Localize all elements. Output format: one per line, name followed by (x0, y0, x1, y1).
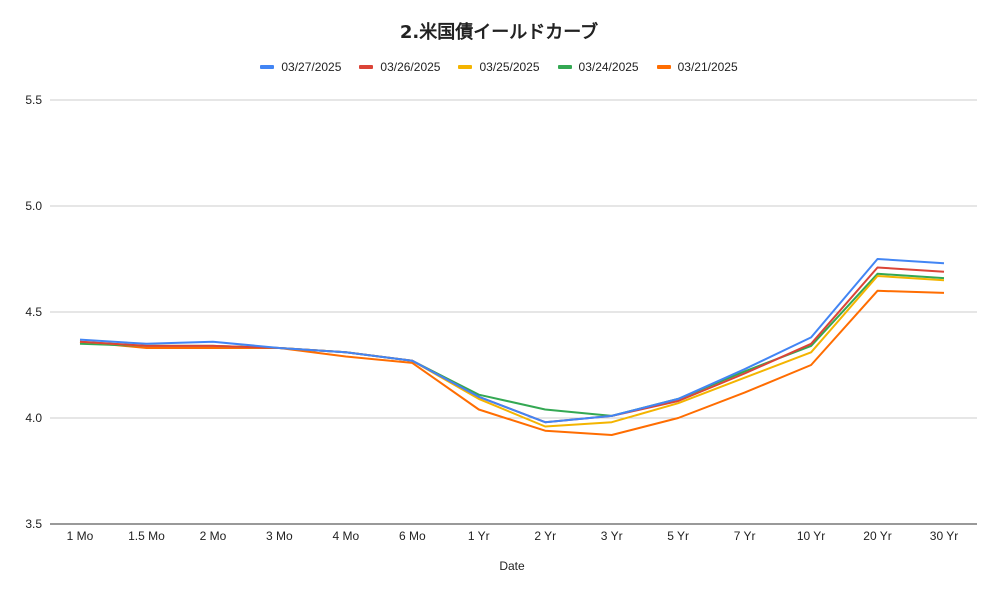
x-tick-label: 7 Yr (734, 529, 756, 543)
y-tick-label: 5.0 (25, 199, 42, 213)
legend-item[interactable]: 03/27/2025 (260, 60, 341, 74)
x-tick-label: 1 Mo (67, 529, 94, 543)
x-tick-label: 5 Yr (667, 529, 689, 543)
legend-label: 03/24/2025 (578, 60, 639, 74)
x-tick-label: 3 Mo (266, 529, 293, 543)
legend-item[interactable]: 03/25/2025 (458, 60, 540, 74)
legend-item[interactable]: 03/24/2025 (557, 60, 639, 74)
y-tick-label: 5.5 (25, 93, 42, 107)
series-line-3 (79, 272, 945, 417)
legend-label: 03/27/2025 (281, 60, 342, 74)
x-tick-label: 2 Yr (534, 529, 556, 543)
x-axis-title: Date (499, 559, 525, 573)
legend-label: 03/25/2025 (479, 60, 540, 74)
legend-swatch (557, 65, 572, 69)
x-tick-label: 2 Mo (200, 529, 227, 543)
x-tick-label: 6 Mo (399, 529, 426, 543)
legend-item[interactable]: 03/26/2025 (359, 60, 440, 74)
chart-legend: 03/27/2025 03/26/2025 03/25/2025 03/24/2025… (0, 60, 998, 74)
series-line-1 (79, 266, 945, 424)
legend-swatch (656, 65, 671, 69)
x-tick-label: 3 Yr (601, 529, 623, 543)
x-tick-label: 1.5 Mo (128, 529, 165, 543)
series-line-0 (79, 258, 945, 424)
series-line-2 (79, 275, 945, 428)
x-tick-label: 4 Mo (333, 529, 360, 543)
x-tick-label: 20 Yr (863, 529, 891, 543)
legend-label: 03/21/2025 (677, 60, 738, 74)
x-tick-label: 30 Yr (930, 529, 958, 543)
legend-swatch (458, 65, 473, 69)
x-tick-label: 10 Yr (797, 529, 825, 543)
legend-swatch (260, 65, 275, 69)
chart-title: 2.米国債イールドカーブ (399, 22, 599, 43)
legend-item[interactable]: 03/21/2025 (656, 60, 738, 74)
x-tick-label: 1 Yr (468, 529, 490, 543)
legend-label: 03/26/2025 (380, 60, 441, 74)
series-line-4 (79, 289, 945, 436)
legend-swatch (359, 65, 374, 69)
y-tick-label: 3.5 (25, 517, 42, 531)
y-tick-label: 4.0 (25, 411, 42, 425)
y-tick-label: 4.5 (25, 305, 42, 319)
